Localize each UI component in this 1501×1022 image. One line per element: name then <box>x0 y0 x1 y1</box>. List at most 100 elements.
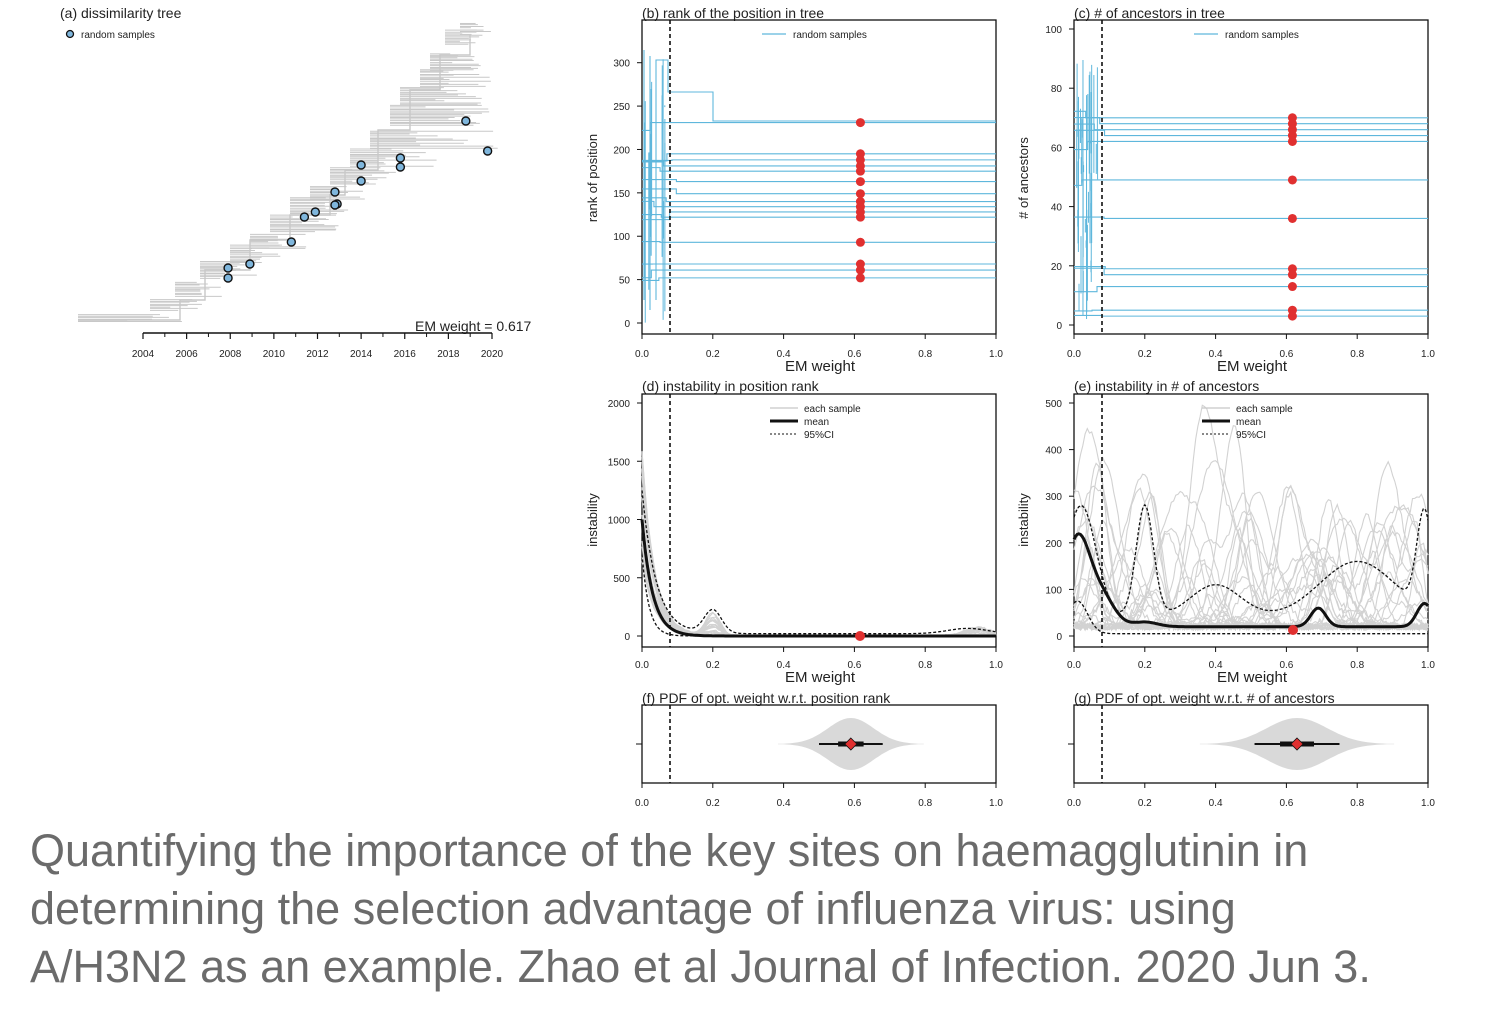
x-tick-label: 0.2 <box>706 798 720 809</box>
series-line <box>642 269 996 279</box>
sample-curve <box>641 561 997 637</box>
y-tick-label: 100 <box>1045 25 1062 36</box>
mean-curve <box>640 519 996 638</box>
sample-curve <box>1073 494 1429 631</box>
tree-x-tick-label: 2010 <box>263 349 286 360</box>
sample-curve <box>641 451 997 637</box>
optimal-point <box>855 166 865 176</box>
series-line <box>642 214 996 218</box>
panel-d-ylabel: instability <box>585 493 600 547</box>
ci-lower-curve <box>641 554 996 637</box>
em-weight-annotation: EM weight = 0.617 <box>415 318 532 334</box>
series-line <box>1074 129 1428 137</box>
legend-b-label: random samples <box>793 30 867 41</box>
series-line <box>642 277 996 282</box>
panel-c-xlabel: EM weight <box>1217 358 1288 375</box>
series-line <box>642 200 996 208</box>
series-line <box>1074 285 1428 293</box>
series-line <box>642 197 996 203</box>
panel-d-title: (d) instability in position rank <box>642 378 820 394</box>
optimal-point <box>855 212 865 222</box>
legend-a-label: random samples <box>81 30 155 41</box>
panel-c-yticks: 0 20 40 60 80 100 <box>1045 25 1074 332</box>
tree-x-tick-label: 2014 <box>350 349 373 360</box>
y-tick-label: 1500 <box>608 457 631 468</box>
panel-e-ylabel: instability <box>1016 493 1031 547</box>
y-tick-label: 0 <box>624 319 630 330</box>
ci-upper-curve <box>1073 503 1429 613</box>
panel-f: (f) PDF of opt. weight w.r.t. position r… <box>635 690 1003 809</box>
sample-curve <box>641 546 997 637</box>
x-tick-label: 0.6 <box>847 349 861 360</box>
x-tick-label: 0.8 <box>918 798 932 809</box>
sample-curve <box>641 521 997 637</box>
optimal-point <box>855 265 865 275</box>
x-tick-label: 0.4 <box>1209 349 1223 360</box>
x-tick-label: 0.0 <box>635 798 649 809</box>
y-tick-label: 40 <box>1051 203 1063 214</box>
y-tick-label: 300 <box>613 59 630 70</box>
x-tick-label: 0.0 <box>1067 349 1081 360</box>
series-line <box>642 159 996 161</box>
tree-trunk <box>78 35 471 321</box>
sample-curve <box>641 489 997 637</box>
series-line <box>642 153 996 162</box>
tree-sample-point <box>395 153 406 163</box>
panel-d-each-sample <box>641 451 997 637</box>
panel-e-mean-ci <box>1072 503 1430 635</box>
series-line <box>642 188 996 195</box>
legend-a-marker <box>65 29 75 39</box>
y-tick-label: 80 <box>1051 84 1063 95</box>
series-line <box>1074 117 1428 125</box>
panel-b-frame <box>641 19 997 335</box>
panel-f-median-marker <box>844 737 858 751</box>
panel-a-title: (a) dissimilarity tree <box>60 5 182 21</box>
panel-d-xlabel: EM weight <box>785 669 856 686</box>
tree-sample-point <box>356 160 366 170</box>
x-tick-label: 1.0 <box>1421 798 1435 809</box>
tree-sample-point <box>310 207 321 217</box>
optimal-point <box>1287 311 1297 321</box>
tree-time-ticks: 2004 2006 2008 2010 2012 2014 2016 2018 2020 <box>132 333 504 360</box>
tree-sample-point <box>395 162 406 172</box>
series-line <box>1074 110 1428 119</box>
sample-curve <box>641 487 997 637</box>
optimal-point <box>855 118 865 128</box>
optimal-point <box>855 189 865 199</box>
panel-d-mean-ci <box>640 490 997 638</box>
panel-e-frame <box>1073 393 1429 648</box>
ci-lower-curve <box>1073 600 1428 635</box>
series-line <box>642 211 996 221</box>
x-tick-label: 0.0 <box>635 660 649 671</box>
x-tick-label: 0.6 <box>1279 660 1293 671</box>
optimal-point <box>1287 136 1297 146</box>
panel-c-frame <box>1073 19 1429 335</box>
tree-sample-point <box>223 273 233 283</box>
tree-sample-point <box>356 176 366 186</box>
x-tick-label: 1.0 <box>989 660 1003 671</box>
y-tick-label: 400 <box>1045 446 1062 457</box>
figure-canvas: (a) dissimilarity tree random samples EM… <box>60 5 1435 809</box>
panel-b-ylabel: rank of position <box>585 134 600 222</box>
figure-caption: Quantifying the importance of the key si… <box>30 822 1480 996</box>
y-tick-label: 500 <box>613 574 630 585</box>
series-line <box>1074 216 1428 219</box>
panel-e-yticks: 0 100 200 300 400 500 <box>1045 399 1074 643</box>
x-tick-label: 0.4 <box>777 798 791 809</box>
x-tick-label: 1.0 <box>989 349 1003 360</box>
y-tick-label: 300 <box>1045 492 1062 503</box>
legend-d-ci-label: 95%CI <box>804 430 834 441</box>
caption-line-1: Quantifying the importance of the key si… <box>30 825 1309 876</box>
series-line <box>1074 314 1428 317</box>
y-tick-label: 0 <box>624 632 630 643</box>
tree-samples <box>223 116 493 283</box>
x-tick-label: 0.2 <box>706 349 720 360</box>
panel-b-title: (b) rank of the position in tree <box>642 5 824 21</box>
panel-c-title: (c) # of ancestors in tree <box>1074 5 1225 21</box>
panel-c-optimal-points <box>1287 113 1297 321</box>
tree-x-tick-label: 2008 <box>219 349 242 360</box>
sample-curve <box>641 541 997 637</box>
tree-x-tick-label: 2018 <box>437 349 460 360</box>
series-line <box>643 50 996 310</box>
ci-upper-curve <box>641 490 997 635</box>
